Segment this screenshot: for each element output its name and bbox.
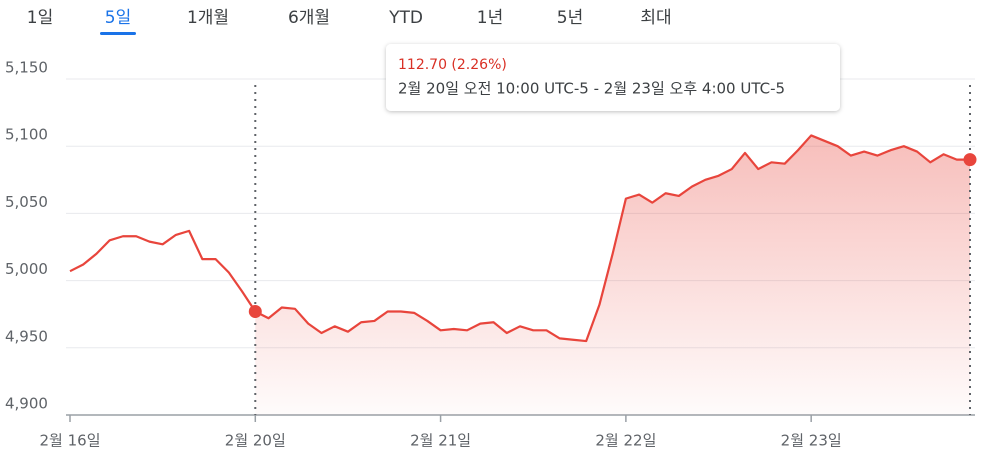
- y-tick-label: 5,100: [5, 126, 48, 144]
- tab[interactable]: 5일: [105, 8, 131, 28]
- tooltip-change: 112.70 (2.26%): [398, 57, 507, 73]
- tooltip: 112.70 (2.26%) 2월 20일 오전 10:00 UTC-5 - 2…: [386, 44, 840, 111]
- tab[interactable]: 1일: [27, 8, 53, 28]
- price-line: [69, 134, 970, 343]
- tab[interactable]: YTD: [388, 8, 423, 28]
- tab[interactable]: 1개월: [187, 8, 229, 28]
- selected-area: [255, 135, 970, 415]
- x-tick-label: 2월 20일: [225, 432, 286, 450]
- tab[interactable]: 최대: [640, 8, 671, 28]
- y-tick-label: 5,000: [5, 260, 48, 278]
- tab[interactable]: 5년: [557, 8, 583, 28]
- x-tick-label: 2월 21일: [410, 432, 471, 450]
- y-tick-label: 4,950: [5, 327, 48, 345]
- tooltip-range: 2월 20일 오전 10:00 UTC-5 - 2월 23일 오후 4:00 U…: [398, 80, 785, 98]
- tab[interactable]: 6개월: [288, 8, 330, 28]
- tab-bar: 1일 5일 1개월 6개월 YTD 1년 5년 최대: [27, 8, 672, 35]
- tab[interactable]: 1년: [477, 8, 503, 28]
- range-point: [963, 153, 977, 167]
- plot-area: 4,900 4,950 5,000 5,050 5,100 5,150 2월 16일 2월 2…: [5, 59, 977, 450]
- y-tick-label: 5,050: [5, 193, 48, 211]
- range-point: [248, 305, 262, 319]
- x-tick-label: 2월 16일: [40, 432, 101, 450]
- x-tick-label: 2월 23일: [781, 432, 842, 450]
- x-tick-label: 2월 22일: [595, 432, 656, 450]
- tooltip-box: [386, 44, 840, 111]
- tab-indicator: [100, 32, 136, 35]
- y-tick-label: 4,900: [5, 395, 48, 413]
- y-tick-label: 5,150: [5, 59, 48, 77]
